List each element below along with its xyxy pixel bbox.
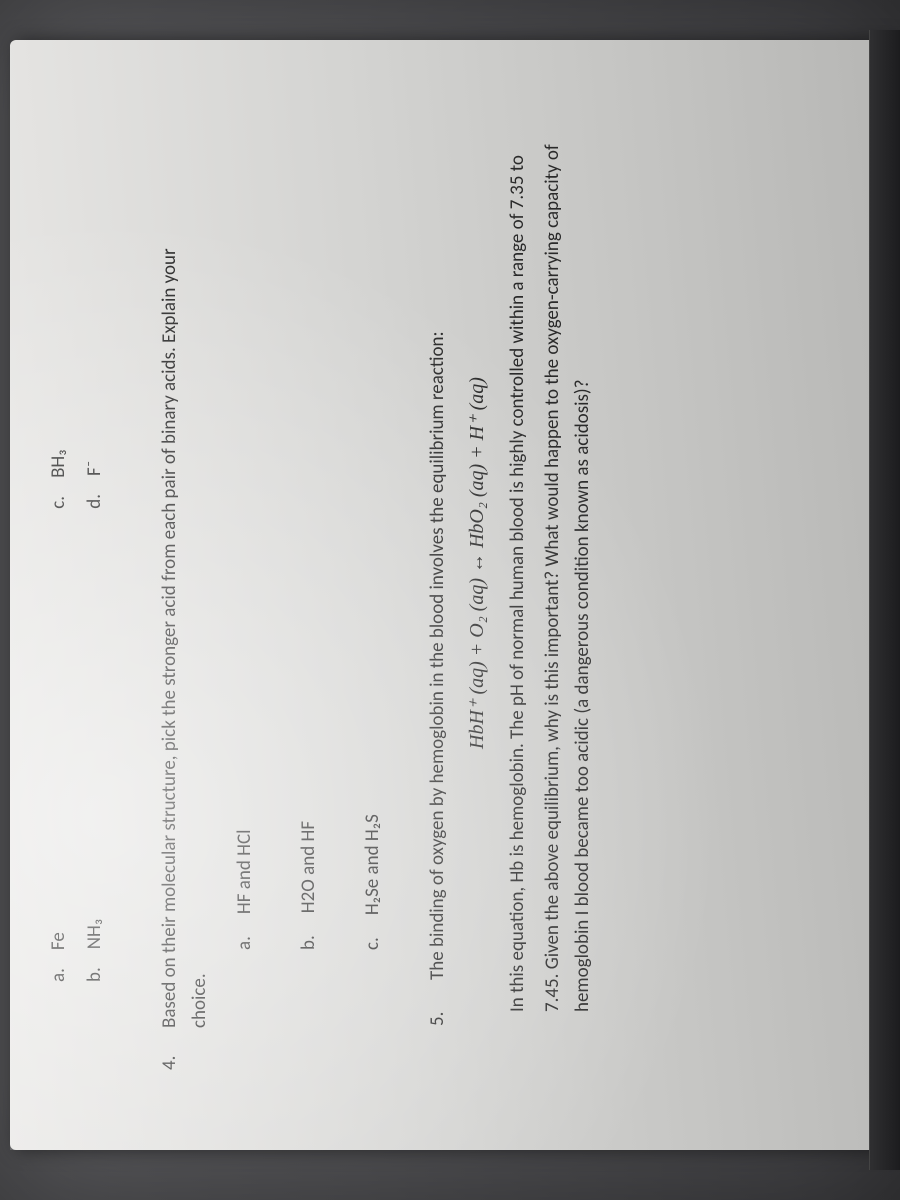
option-text: BH₃ [44, 449, 74, 478]
para-lead: 7.45. [541, 974, 564, 1012]
q4-option-a: a. HF and HCl [230, 100, 260, 950]
option-letter: b. [294, 935, 324, 950]
option-a: a. Fe [44, 919, 74, 982]
question-number: 5. [423, 994, 453, 1026]
para-line-2: 7.45. Given the above equilibrium, why i… [538, 100, 568, 1012]
question-prompt: Based on their molecular structure, pick… [155, 248, 216, 1028]
question-5: 5. The binding of oxygen by hemoglobin i… [423, 100, 493, 1026]
option-letter: b. [80, 967, 110, 982]
para-line-3: hemoglobin I blood became too acidic (a … [568, 100, 598, 1012]
prompt-line-2: choice. [185, 248, 215, 1028]
option-letter: c. [44, 496, 74, 509]
option-letter: a. [230, 936, 260, 950]
option-text: F⁻ [80, 460, 110, 476]
option-letter: c. [358, 937, 388, 950]
option-text: H2O and HF [294, 821, 324, 913]
option-b: b. NH₃ [80, 919, 110, 982]
question-4: 4. Based on their molecular structure, p… [155, 100, 216, 1070]
q4-option-c: c. H₂Se and H₂S [358, 100, 388, 950]
equation: HbH⁺ (aq) + O₂ (aq) ↔ HbO₂ (aq) + H⁺ (aq… [461, 100, 493, 1026]
para-line-1: In this equation, Hb is hemoglobin. The … [503, 100, 533, 1002]
option-text: NH₃ [80, 919, 110, 949]
prompt-line-1: Based on their molecular structure, pick… [155, 248, 185, 1028]
option-text: H₂Se and H₂S [358, 814, 388, 915]
bottom-bar [869, 30, 900, 1170]
previous-question-options: a. Fe b. NH₃ c. BH₃ d. F⁻ [44, 100, 111, 982]
q4-sub-options: a. HF and HCl b. H2O and HF c. H₂Se and … [230, 100, 389, 950]
q4-option-b: b. H2O and HF [294, 100, 324, 950]
option-d: d. F⁻ [80, 449, 110, 508]
option-text: HF and HCl [230, 830, 260, 915]
rotated-stage: a. Fe b. NH₃ c. BH₃ d. F⁻ 4. [0, 0, 900, 1200]
question-number: 4. [155, 1044, 216, 1070]
option-text: Fe [44, 932, 74, 950]
worksheet-page: a. Fe b. NH₃ c. BH₃ d. F⁻ 4. [10, 40, 900, 1150]
q5-explanation-block: In this equation, Hb is hemoglobin. The … [503, 100, 598, 1070]
para-rest: Given the above equilibrium, why is this… [541, 144, 564, 973]
option-letter: d. [80, 494, 110, 509]
question-prompt: The binding of oxygen by hemoglobin in t… [423, 331, 453, 980]
option-c: c. BH₃ [44, 449, 74, 508]
option-letter: a. [44, 968, 74, 982]
